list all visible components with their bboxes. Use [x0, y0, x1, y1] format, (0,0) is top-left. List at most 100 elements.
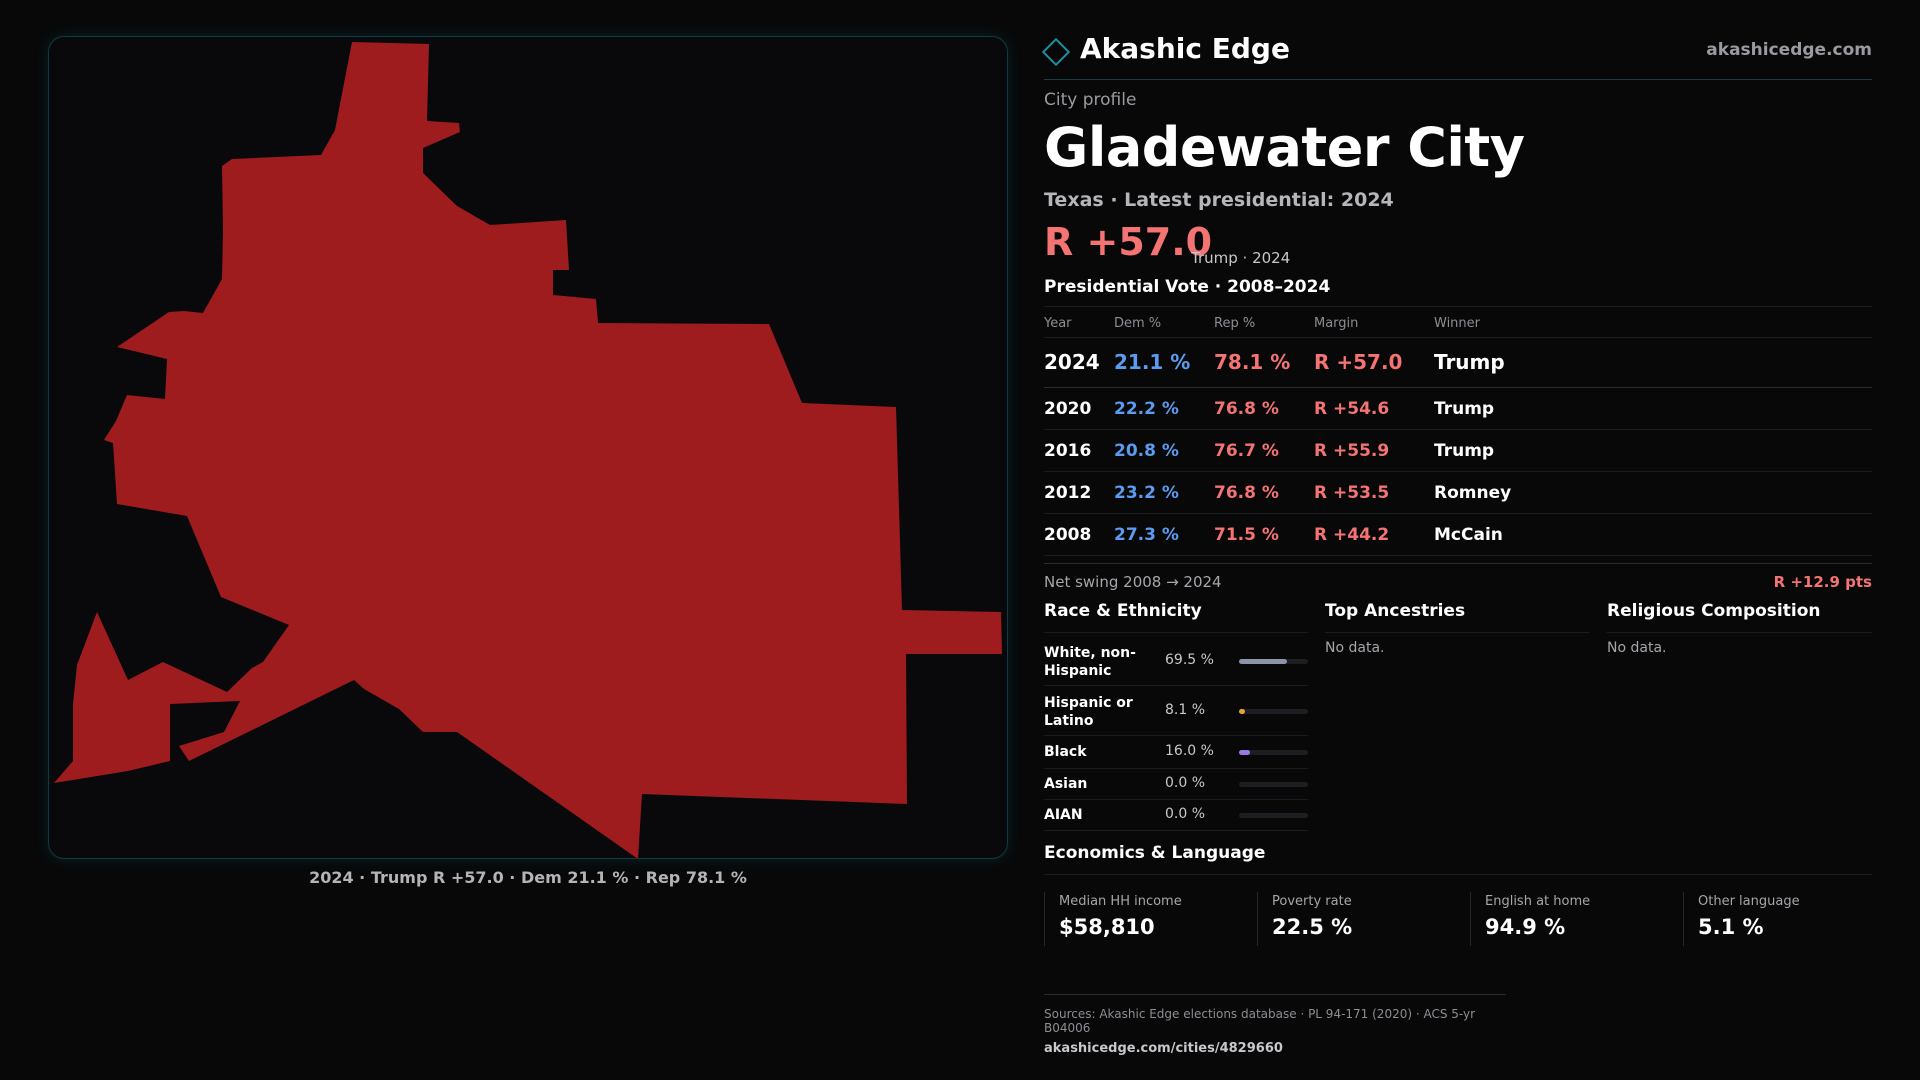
ancestries-section-title: Top Ancestries [1325, 601, 1589, 633]
cell-margin: R +57.0 [1314, 350, 1403, 374]
latest-margin-note: Trump · 2024 [1191, 249, 1291, 267]
econ-value: 94.9 % [1485, 915, 1566, 939]
econ-cell-poverty: Poverty rate 22.5 % [1257, 892, 1462, 946]
cell-year: 2020 [1044, 399, 1092, 419]
list-item: Asian 0.0 % [1044, 769, 1308, 800]
econ-label: Poverty rate [1272, 894, 1352, 909]
race-value: 8.1 % [1165, 702, 1206, 718]
cell-dem: 27.3 % [1114, 525, 1179, 545]
race-bar-track [1239, 750, 1308, 755]
cell-dem: 23.2 % [1114, 483, 1179, 503]
page-kicker: City profile [1044, 90, 1137, 110]
cell-winner: McCain [1434, 525, 1503, 545]
race-label: Hispanic or Latino [1044, 695, 1133, 729]
race-label: White, non-Hispanic [1044, 645, 1136, 679]
econ-value: $58,810 [1059, 915, 1155, 939]
table-row: 2008 27.3 % 71.5 % R +44.2 McCain [1044, 514, 1872, 556]
race-bar-fill [1239, 709, 1245, 714]
city-map[interactable] [48, 36, 1008, 859]
diamond-logo-icon [1041, 37, 1071, 67]
list-item: Hispanic or Latino 8.1 % [1044, 686, 1308, 736]
list-item: Black 16.0 % [1044, 736, 1308, 769]
ancestries-empty-text: No data. [1325, 640, 1385, 656]
race-bar-fill [1239, 750, 1251, 755]
econ-value: 22.5 % [1272, 915, 1353, 939]
economics-grid: Median HH income $58,810 Poverty rate 22… [1044, 892, 1872, 946]
city-boundary-map [54, 42, 1002, 859]
cell-winner: Trump [1434, 350, 1505, 374]
econ-label: Median HH income [1059, 894, 1182, 909]
list-item: White, non-Hispanic 69.5 % [1044, 634, 1308, 686]
economics-section-title: Economics & Language [1044, 843, 1872, 875]
sources-footer: Sources: Akashic Edge elections database… [1044, 994, 1506, 1056]
city-boundary-shape[interactable] [54, 42, 1002, 859]
race-bar-track [1239, 659, 1308, 664]
cell-rep: 76.8 % [1214, 399, 1279, 419]
race-bar-track [1239, 782, 1308, 787]
cell-winner: Trump [1434, 441, 1495, 461]
header-dem: Dem % [1114, 316, 1162, 331]
map-caption: 2024 · Trump R +57.0 · Dem 21.1 % · Rep … [309, 868, 747, 887]
header-winner: Winner [1434, 316, 1481, 331]
table-row: 2024 21.1 % 78.1 % R +57.0 Trump [1044, 338, 1872, 388]
race-bar-track [1239, 813, 1308, 818]
race-value: 16.0 % [1165, 743, 1214, 759]
header-margin: Margin [1314, 316, 1359, 331]
religion-empty-text: No data. [1607, 640, 1667, 656]
sources-text: Sources: Akashic Edge elections database… [1044, 1007, 1476, 1035]
race-section-title: Race & Ethnicity [1044, 601, 1308, 633]
race-value: 0.0 % [1165, 775, 1206, 791]
race-list: White, non-Hispanic 69.5 % Hispanic or L… [1044, 634, 1308, 831]
header-year: Year [1044, 316, 1072, 331]
econ-label: Other language [1698, 894, 1800, 909]
brand-name: Akashic Edge [1080, 32, 1290, 65]
race-value: 0.0 % [1165, 806, 1206, 822]
net-swing-value: R +12.9 pts [1773, 573, 1872, 591]
vote-table: Year Dem % Rep % Margin Winner 2024 21.1… [1044, 306, 1872, 556]
cell-dem: 21.1 % [1114, 350, 1191, 374]
cell-dem: 22.2 % [1114, 399, 1179, 419]
race-value: 69.5 % [1165, 652, 1214, 668]
cell-year: 2024 [1044, 350, 1100, 374]
vote-section-title: Presidential Vote · 2008–2024 [1044, 277, 1331, 297]
cell-dem: 20.8 % [1114, 441, 1179, 461]
table-row: 2012 23.2 % 76.8 % R +53.5 Romney [1044, 472, 1872, 514]
brand-header: Akashic Edge akashicedge.com [1041, 30, 1872, 80]
net-swing-row: Net swing 2008 → 2024 R +12.9 pts [1044, 563, 1872, 599]
net-swing-label: Net swing 2008 → 2024 [1044, 573, 1222, 591]
cell-margin: R +53.5 [1314, 483, 1390, 503]
brand-url-link[interactable]: akashicedge.com [1706, 40, 1872, 60]
cell-rep: 78.1 % [1214, 350, 1291, 374]
cell-year: 2008 [1044, 525, 1092, 545]
race-label: AIAN [1044, 807, 1083, 823]
cell-year: 2016 [1044, 441, 1092, 461]
latest-margin: R +57.0 [1044, 220, 1213, 264]
religion-section-title: Religious Composition [1607, 601, 1872, 633]
econ-value: 5.1 % [1698, 915, 1764, 939]
list-item: AIAN 0.0 % [1044, 800, 1308, 831]
econ-cell-other-language: Other language 5.1 % [1683, 892, 1872, 946]
cell-year: 2012 [1044, 483, 1092, 503]
table-row: 2020 22.2 % 76.8 % R +54.6 Trump [1044, 388, 1872, 430]
race-bar-fill [1239, 659, 1287, 664]
cell-margin: R +54.6 [1314, 399, 1390, 419]
cell-winner: Trump [1434, 399, 1495, 419]
header-rep: Rep % [1214, 316, 1256, 331]
cell-margin: R +55.9 [1314, 441, 1390, 461]
econ-cell-english: English at home 94.9 % [1470, 892, 1675, 946]
race-label: Asian [1044, 776, 1088, 792]
race-bar-track [1239, 709, 1308, 714]
cell-rep: 76.8 % [1214, 483, 1279, 503]
vote-table-header: Year Dem % Rep % Margin Winner [1044, 306, 1872, 338]
page-title: Gladewater City [1044, 116, 1525, 179]
cell-margin: R +44.2 [1314, 525, 1390, 545]
cell-rep: 76.7 % [1214, 441, 1279, 461]
page-subhead: Texas · Latest presidential: 2024 [1044, 189, 1394, 211]
econ-label: English at home [1485, 894, 1591, 909]
cell-rep: 71.5 % [1214, 525, 1279, 545]
race-label: Black [1044, 744, 1087, 760]
profile-panel: Akashic Edge akashicedge.com City profil… [1041, 0, 1872, 1080]
sources-url-link[interactable]: akashicedge.com/cities/4829660 [1044, 1041, 1283, 1056]
cell-winner: Romney [1434, 483, 1512, 503]
table-row: 2016 20.8 % 76.7 % R +55.9 Trump [1044, 430, 1872, 472]
